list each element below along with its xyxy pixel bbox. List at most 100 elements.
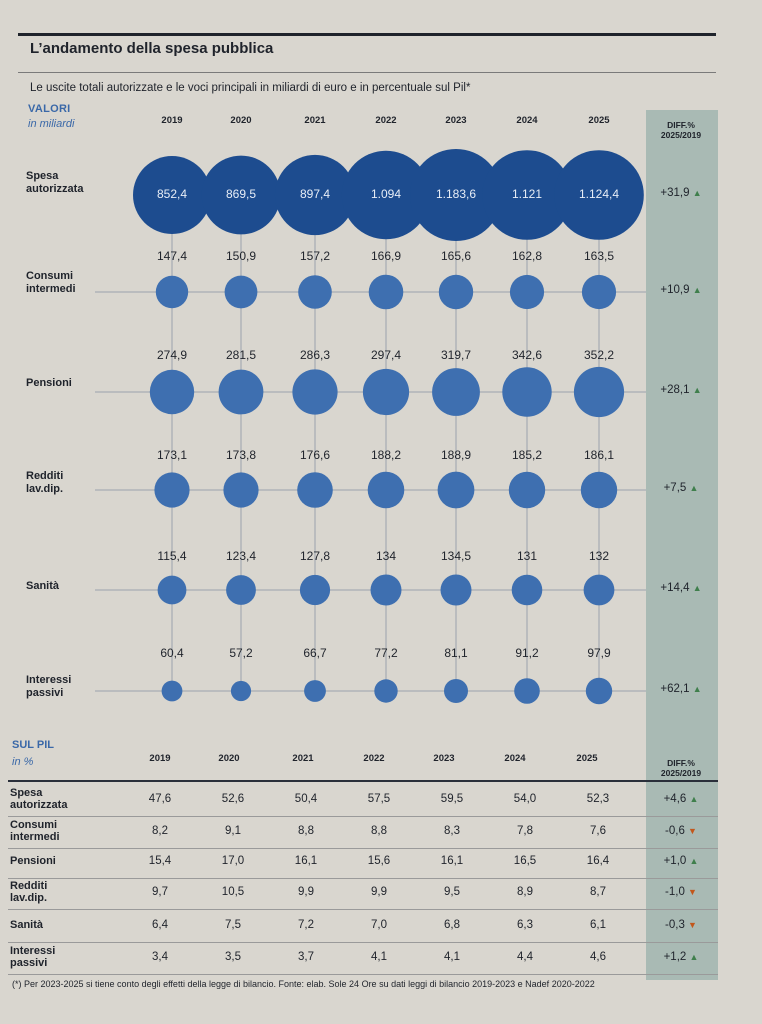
bubble-value-label: 57,2 (229, 646, 253, 660)
bubble-0-2020 (201, 155, 281, 235)
pil-cell: 3,4 (152, 951, 168, 963)
bubble-1-2019 (155, 275, 189, 309)
year-header-2022: 2022 (375, 115, 397, 126)
pil-cell: 16,5 (513, 855, 537, 867)
pil-cell: 47,6 (148, 793, 172, 805)
bubble-0-2024 (482, 150, 572, 240)
bubble-value-label: 188,2 (370, 448, 402, 462)
bubble-value-label: 150,9 (225, 249, 257, 263)
bubble-2-2021 (292, 369, 338, 415)
bubble-value-label: 319,7 (440, 348, 472, 362)
bubble-0-2021 (274, 154, 356, 236)
bubble-value-label: 134 (375, 549, 397, 563)
bubble-1-2023 (438, 274, 474, 310)
triangle-up-icon: ▲ (689, 952, 699, 962)
pil-diff-value: -0,3 ▼ (665, 919, 697, 931)
pil-cell: 7,8 (517, 825, 533, 837)
pil-diff-value: -1,0 ▼ (665, 886, 697, 898)
triangle-up-icon: ▲ (692, 285, 702, 295)
bubble-0-2023 (410, 149, 502, 241)
bubble-value-label: 176,6 (299, 448, 331, 462)
bubble-value-label: 297,4 (370, 348, 402, 362)
pil-cell: 8,9 (517, 886, 533, 898)
pil-cell: 15,6 (367, 855, 391, 867)
bubble-value-label: 115,4 (157, 549, 187, 563)
triangle-down-icon: ▼ (688, 920, 697, 930)
bubble-value-label: 81,1 (444, 646, 468, 660)
triangle-up-icon: ▲ (692, 188, 702, 198)
bubble-1-2020 (224, 275, 258, 309)
pil-cell: 7,2 (298, 919, 314, 931)
pil-row-rule (8, 974, 718, 975)
footnote: (*) Per 2023-2025 si tiene conto degli e… (12, 979, 595, 989)
pil-cell: 57,5 (367, 793, 391, 805)
pil-cell: 4,6 (590, 951, 606, 963)
bubble-value-label: 91,2 (515, 646, 539, 660)
bubble-5-2021 (304, 680, 326, 702)
diff-value: +7,5 ▲ (663, 482, 699, 494)
pil-cell: 9,5 (444, 886, 460, 898)
pil-row-rule (8, 878, 718, 879)
row-label: Redditi lav.dip. (26, 470, 64, 495)
pil-unit: in % (12, 756, 34, 768)
bubble-0-2025 (554, 150, 644, 240)
bubble-5-2025 (585, 677, 613, 705)
bubble-5-2019 (161, 680, 183, 702)
pil-year-header-2019: 2019 (149, 753, 171, 764)
pil-cell: 4,1 (371, 951, 387, 963)
pil-cell: 16,1 (294, 855, 318, 867)
bubble-3-2025 (580, 471, 618, 509)
bubble-value-label: 147,4 (156, 249, 188, 263)
row-label: Interessi passivi (26, 674, 72, 699)
pil-cell: 8,7 (590, 886, 606, 898)
pil-row-rule (8, 942, 718, 943)
bubble-value-label: 1.124,4 (578, 187, 620, 201)
bubble-2-2024 (502, 367, 552, 417)
pil-row-label: Sanità (10, 919, 44, 931)
pil-cell: 8,8 (371, 825, 387, 837)
bubble-value-label: 60,4 (160, 646, 184, 660)
bubble-4-2024 (511, 574, 543, 606)
bubble-5-2020 (230, 680, 252, 702)
pil-cell: 17,0 (221, 855, 245, 867)
triangle-up-icon: ▲ (692, 583, 702, 593)
bubble-4-2025 (583, 574, 615, 606)
bubble-3-2023 (437, 471, 475, 509)
valori-heading: VALORI (28, 103, 71, 115)
bubble-value-label: 165,6 (440, 249, 472, 263)
year-header-2020: 2020 (230, 115, 252, 126)
pil-cell: 6,3 (517, 919, 533, 931)
bubble-1-2024 (509, 274, 545, 310)
bubble-value-label: 66,7 (303, 646, 327, 660)
bubble-value-label: 869,5 (225, 187, 257, 201)
year-header-2024: 2024 (516, 115, 538, 126)
bubble-value-label: 186,1 (583, 448, 615, 462)
bubble-3-2020 (223, 472, 259, 508)
pil-cell: 54,0 (513, 793, 537, 805)
pil-cell: 52,3 (586, 793, 610, 805)
bubble-0-2019 (133, 156, 211, 234)
pil-diff-header: DIFF.% (667, 758, 695, 768)
bubble-1-2021 (298, 275, 332, 309)
triangle-up-icon: ▲ (692, 684, 702, 694)
bubble-value-label: 286,3 (299, 348, 331, 362)
pil-cell: 4,1 (444, 951, 460, 963)
bubble-value-label: 127,8 (299, 549, 331, 563)
diff-header: DIFF.% (667, 120, 695, 130)
bubble-4-2023 (440, 574, 472, 606)
bubble-3-2022 (367, 471, 405, 509)
pil-cell: 52,6 (221, 793, 245, 805)
diff-header: 2025/2019 (660, 130, 702, 140)
pil-year-header-2023: 2023 (433, 753, 455, 764)
bubble-value-label: 352,2 (583, 348, 615, 362)
bubble-4-2022 (370, 574, 402, 606)
diff-value: +14,4 ▲ (660, 582, 702, 594)
year-header-2023: 2023 (445, 115, 467, 126)
bubble-value-label: 173,8 (225, 448, 257, 462)
pil-row-label: Interessi passivi (10, 945, 56, 969)
pil-cell: 50,4 (294, 793, 318, 805)
pil-cell: 9,7 (152, 886, 168, 898)
diff-value: +62,1 ▲ (660, 683, 702, 695)
pil-row-label: Consumi intermedi (10, 819, 60, 843)
